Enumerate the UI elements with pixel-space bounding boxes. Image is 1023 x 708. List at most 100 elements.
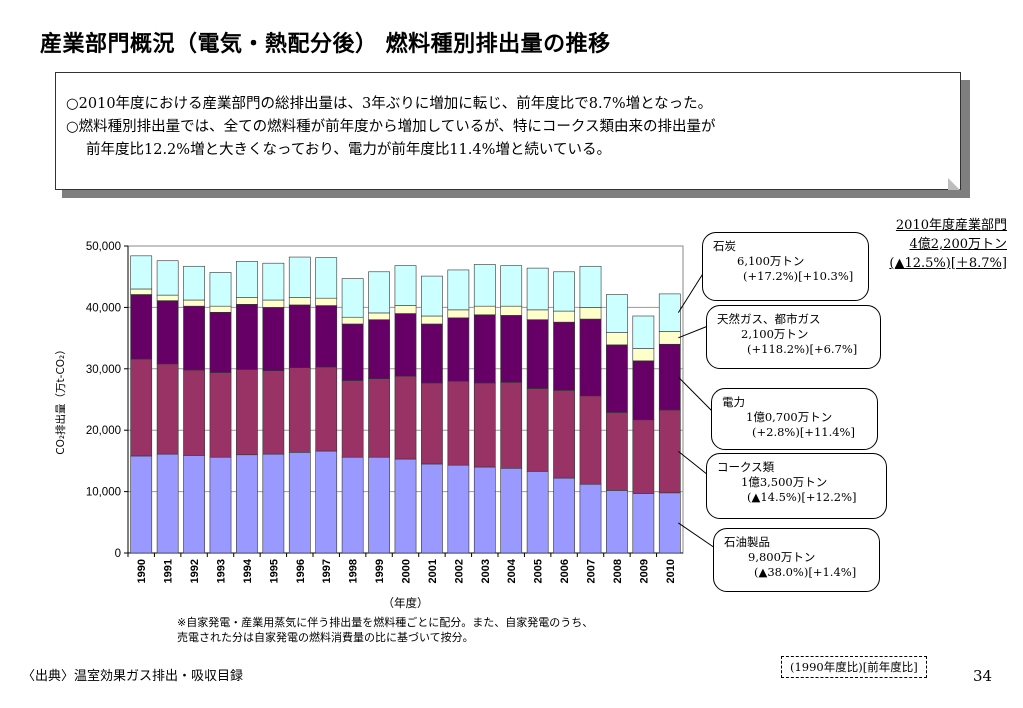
- bar-segment: [368, 319, 390, 379]
- bar-segment: [632, 419, 655, 494]
- bar-segment: [526, 388, 549, 472]
- summary-line-3: 前年度比12.2%増と大きくなっており、電力が前年度比11.4%増と続いている。: [86, 142, 611, 158]
- bar-segment: [421, 382, 443, 465]
- bar-segment: [156, 300, 179, 365]
- bar-segment: [156, 363, 179, 455]
- bar-segment: [130, 358, 153, 457]
- summary-line-1: ○2010年度における産業部門の総排出量は、3年ぶりに増加に転じ、前年度比で8.…: [66, 96, 713, 112]
- callout-coke-amount: 1億3,500万トン: [741, 475, 828, 489]
- callout-oil-name: 石油製品: [724, 535, 770, 549]
- callout-electricity-name: 電力: [722, 395, 745, 409]
- callout-coke: コークス類 1億3,500万トン (▲14.5%)[+12.2%]: [706, 453, 887, 519]
- bar-segment: [632, 360, 655, 421]
- y-tick-label: 30,000: [86, 364, 121, 376]
- bar-segment: [526, 309, 549, 320]
- bar-segment: [315, 257, 338, 299]
- callout-natural-gas: 天然ガス、都市ガス 2,100万トン (+118.2%)[+6.7%]: [706, 305, 881, 369]
- callout-oil-products: 石油製品 9,800万トン (▲38.0%)[+1.4%]: [713, 528, 880, 592]
- bar-segment: [288, 297, 311, 306]
- x-tick-label: 1998: [348, 559, 360, 583]
- callout-gas-change: (+118.2%)[+6.7%]: [747, 342, 858, 356]
- bar-segment: [368, 271, 390, 314]
- bar-segment: [606, 294, 628, 333]
- bar-segment: [315, 305, 338, 368]
- y-tick-label: 40,000: [86, 302, 121, 314]
- x-tick-label: 2004: [506, 558, 518, 583]
- bar-segment: [288, 367, 311, 453]
- callout-electricity-amount: 1億0,700万トン: [746, 410, 833, 424]
- bar-segment: [606, 412, 628, 491]
- bar-segment: [262, 307, 285, 371]
- x-tick-label: 2001: [427, 559, 439, 583]
- bar-segment: [394, 265, 417, 306]
- bar-segment: [394, 313, 417, 377]
- bar-segment: [447, 380, 470, 466]
- x-tick-label: 1997: [321, 559, 333, 583]
- page-number: 34: [973, 667, 993, 685]
- callout-oil-change: (▲38.0%)[+1.4%]: [754, 565, 857, 579]
- x-tick-label: 1994: [242, 558, 254, 583]
- callout-electricity-change: (+2.8%)[+11.4%]: [752, 425, 855, 439]
- callout-oil-amount: 9,800万トン: [748, 550, 816, 564]
- bar-segment: [447, 317, 470, 382]
- summary-line-2: ○燃料種別排出量では、全ての燃料種が前年度から増加しているが、特にコークス類由来…: [66, 119, 716, 135]
- bar-segment: [156, 260, 179, 296]
- callout-coke-change: (▲14.5%)[+12.2%]: [747, 490, 857, 504]
- bar-segment: [130, 294, 153, 360]
- bar-segment: [447, 269, 470, 311]
- bar-segment: [606, 332, 628, 346]
- page-title: 産業部門概況（電気・熱配分後） 燃料種別排出量の推移: [40, 32, 611, 57]
- bar-segment: [183, 299, 205, 307]
- bar-segment: [526, 319, 549, 389]
- x-tick-label: 2006: [559, 559, 571, 583]
- bar-segment: [579, 318, 602, 397]
- bar-segment: [156, 294, 179, 301]
- bar-segment: [288, 304, 311, 368]
- bar-segment: [394, 458, 417, 554]
- bar-segment: [341, 456, 364, 554]
- bar-segment: [130, 255, 153, 290]
- callout-gas-amount: 2,100万トン: [741, 327, 809, 341]
- bar-segment: [262, 453, 285, 554]
- y-tick-label: 10,000: [86, 487, 121, 499]
- x-axis-label: （年度）: [383, 596, 429, 610]
- bar-segment: [156, 453, 179, 554]
- callout-coal: 石炭 6,100万トン (+17.2%)[+10.3%]: [702, 232, 869, 301]
- bar-segment: [658, 409, 681, 494]
- bar-segment: [658, 492, 681, 554]
- footnote: ※自家発電・産業用蒸気に伴う排出量を燃料種ごとに配分。また、自家発電のうち、 売…: [177, 615, 593, 645]
- sector-total-line3: (▲12.5%)[＋8.7%]: [889, 256, 1007, 271]
- bar-segment: [632, 315, 655, 349]
- callout-coal-change: (+17.2%)[+10.3%]: [743, 269, 854, 283]
- callout-pointer: [678, 325, 709, 339]
- bar-segment: [209, 456, 232, 554]
- x-tick-label: 2009: [638, 559, 650, 583]
- page-fold-corner: [948, 178, 960, 190]
- callout-pointer: [678, 522, 716, 549]
- bar-segment: [236, 297, 258, 305]
- bar-segment: [341, 278, 364, 318]
- bar-segment: [658, 331, 681, 345]
- bar-segment: [183, 265, 205, 301]
- bar-segment: [341, 316, 364, 325]
- bar-segment: [579, 483, 602, 554]
- bar-segment: [236, 261, 258, 298]
- comparison-legend: (1990年度比)[前年度比]: [781, 656, 927, 678]
- bar-segment: [473, 314, 496, 384]
- sector-total-line1: 2010年度産業部門: [895, 218, 1007, 233]
- bar-segment: [500, 382, 523, 469]
- bar-segment: [209, 312, 232, 373]
- bar-segment: [606, 490, 628, 554]
- x-tick-label: 1993: [216, 559, 228, 583]
- bar-segment: [315, 297, 338, 306]
- bar-segment: [526, 267, 549, 311]
- x-tick-label: 1990: [136, 559, 148, 583]
- bar-segment: [315, 366, 338, 452]
- x-tick-label: 2007: [586, 559, 598, 583]
- bar-segment: [658, 343, 681, 411]
- bar-segment: [500, 305, 523, 316]
- summary-box: ○2010年度における産業部門の総排出量は、3年ぶりに増加に転じ、前年度比で8.…: [55, 72, 961, 190]
- bar-segment: [473, 264, 496, 307]
- bar-segment: [288, 452, 311, 554]
- x-tick-label: 2005: [533, 559, 545, 583]
